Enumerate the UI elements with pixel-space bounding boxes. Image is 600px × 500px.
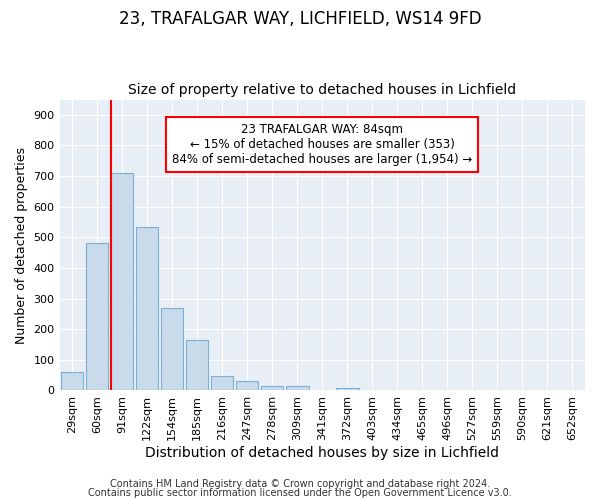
- Text: 23 TRAFALGAR WAY: 84sqm
← 15% of detached houses are smaller (353)
84% of semi-d: 23 TRAFALGAR WAY: 84sqm ← 15% of detache…: [172, 123, 472, 166]
- Bar: [136, 226, 158, 390]
- Text: Contains HM Land Registry data © Crown copyright and database right 2024.: Contains HM Land Registry data © Crown c…: [110, 479, 490, 489]
- Bar: [161, 308, 184, 390]
- Bar: [186, 340, 208, 390]
- Bar: [336, 388, 359, 390]
- Bar: [86, 244, 109, 390]
- Y-axis label: Number of detached properties: Number of detached properties: [15, 146, 28, 344]
- Title: Size of property relative to detached houses in Lichfield: Size of property relative to detached ho…: [128, 83, 517, 97]
- Bar: [261, 386, 283, 390]
- Bar: [286, 386, 308, 390]
- Bar: [111, 173, 133, 390]
- X-axis label: Distribution of detached houses by size in Lichfield: Distribution of detached houses by size …: [145, 446, 499, 460]
- Text: Contains public sector information licensed under the Open Government Licence v3: Contains public sector information licen…: [88, 488, 512, 498]
- Bar: [61, 372, 83, 390]
- Bar: [211, 376, 233, 390]
- Text: 23, TRAFALGAR WAY, LICHFIELD, WS14 9FD: 23, TRAFALGAR WAY, LICHFIELD, WS14 9FD: [119, 10, 481, 28]
- Bar: [236, 380, 259, 390]
